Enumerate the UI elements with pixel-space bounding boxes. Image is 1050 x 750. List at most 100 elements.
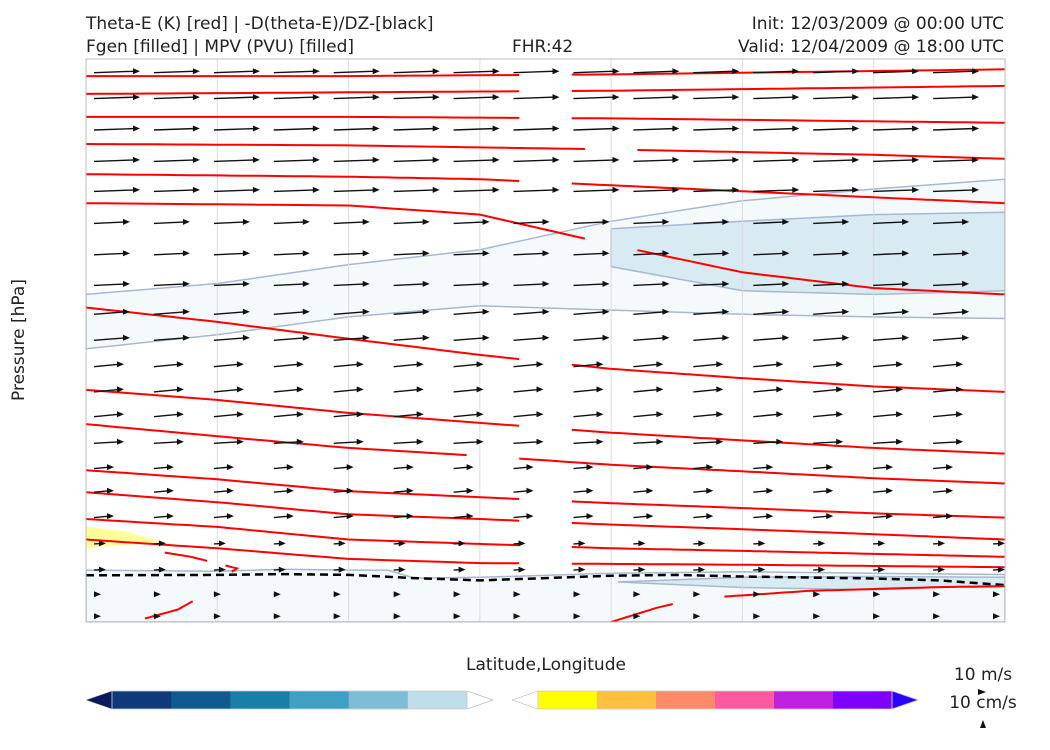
wind-arrow — [753, 94, 800, 101]
wind-arrow-head — [416, 411, 424, 418]
wind-arrow-shaft — [873, 311, 906, 315]
wind-arrow-head — [586, 513, 594, 520]
wind-arrow-head — [398, 566, 406, 573]
wind-arrow-head — [602, 218, 610, 225]
wind-arrow-shaft — [753, 283, 786, 287]
wind-arrow-head — [312, 125, 320, 132]
wind-arrow-head — [176, 386, 184, 393]
wind-arrow-head — [123, 250, 130, 257]
wind-arrow-head — [476, 361, 484, 368]
init-time: Init: 12/03/2009 @ 00:00 UTC — [751, 14, 1004, 34]
wind-arrow — [873, 280, 910, 287]
wind-arrow-head — [633, 591, 641, 598]
wind-arrow-shaft — [333, 127, 376, 131]
wind-arrow-head — [542, 218, 550, 225]
wind-arrow — [393, 566, 406, 573]
wind-arrow-shaft — [813, 70, 856, 74]
wind-arrow-shaft — [93, 441, 121, 444]
wind-arrow — [933, 566, 946, 573]
wind-arrow-shaft — [633, 96, 676, 100]
wind-arrow-head — [912, 186, 920, 193]
wind-arrow — [573, 68, 620, 75]
wind-arrow-head — [902, 280, 910, 287]
wind-arrow-head — [286, 464, 294, 471]
wind-arrow — [873, 156, 920, 163]
wind-arrow-head — [482, 218, 490, 225]
wind-arrow — [573, 125, 620, 132]
wind-arrow-head — [536, 438, 544, 445]
wind-arrow-head — [133, 68, 140, 75]
wind-arrow-head — [252, 94, 260, 101]
wind-arrow — [333, 156, 380, 163]
wind-arrow — [393, 68, 440, 75]
wind-arrow-shaft — [633, 283, 666, 287]
wind-arrow-head — [393, 613, 401, 620]
wind-arrow-head — [432, 125, 440, 132]
wind-arrow — [693, 566, 706, 573]
wind-arrow — [273, 438, 304, 445]
wind-arrow — [333, 411, 364, 418]
wind-arrow — [513, 411, 544, 418]
wind-arrow — [273, 487, 294, 494]
wind-arrow-shaft — [633, 413, 660, 418]
wind-arrow-shaft — [573, 388, 600, 393]
wind-arrow-shaft — [333, 388, 360, 393]
wind-arrow — [213, 386, 244, 393]
wind-arrow-head — [962, 334, 970, 341]
wind-arrow — [633, 156, 680, 163]
wind-arrow — [153, 487, 174, 494]
wind-arrow-head — [226, 487, 234, 494]
wind-arrow-head — [753, 613, 761, 620]
wind-arrow-shaft — [273, 283, 306, 287]
wind-arrow — [213, 438, 244, 445]
wind-arrow — [273, 411, 304, 418]
wind-arrow-head — [393, 591, 401, 598]
wind-arrow — [693, 438, 724, 445]
wind-arrow — [933, 186, 980, 193]
wind-arrow — [813, 280, 850, 287]
wind-arrow — [393, 438, 424, 445]
wind-arrow — [333, 250, 370, 257]
wind-arrow-shaft — [393, 127, 436, 131]
wind-arrow-head — [672, 156, 680, 163]
wind-arrow-shaft — [873, 283, 906, 287]
wind-arrow-shaft — [813, 221, 846, 225]
wind-arrow-shaft — [273, 337, 306, 341]
wind-arrow-shaft — [333, 337, 366, 341]
wind-arrow-head — [482, 250, 490, 257]
wind-arrow — [273, 540, 286, 547]
wind-arrow-head — [873, 591, 881, 598]
wind-arrow-shaft — [813, 388, 840, 393]
wind-arrow-head — [513, 613, 521, 620]
wind-arrow-shaft — [933, 127, 976, 131]
theta-e-contour-314 — [86, 306, 520, 361]
wind-arrow-shaft — [93, 221, 127, 225]
wind-arrow-head — [912, 68, 920, 75]
wind-arrow — [513, 566, 526, 573]
wind-arrow — [393, 94, 440, 101]
wind-arrow-shaft — [213, 96, 256, 100]
colorbar_fgen-swatch — [715, 691, 775, 709]
wind-arrow-shaft — [513, 413, 540, 418]
wind-arrow-head — [536, 361, 544, 368]
wind-arrow — [633, 487, 654, 494]
wind-arrow-shaft — [753, 311, 786, 315]
wind-arrow-head — [422, 250, 430, 257]
wind-arrow-shaft — [573, 159, 616, 163]
wind-arrow-shaft — [573, 311, 606, 315]
wind-arrow-head — [586, 464, 594, 471]
wind-arrow-head — [476, 386, 484, 393]
wind-arrow-shaft — [513, 70, 556, 74]
wind-arrow — [813, 361, 844, 368]
wind-arrow-head — [672, 94, 680, 101]
wind-arrow-head — [956, 411, 964, 418]
wind-arrow-head — [646, 487, 654, 494]
wind-arrow — [213, 613, 221, 620]
wind-arrow-head — [192, 125, 200, 132]
wind-arrow — [633, 464, 654, 471]
valid-time: Valid: 12/04/2009 @ 18:00 UTC — [738, 37, 1004, 57]
wind-arrow-head — [722, 308, 730, 315]
wind-arrow-shaft — [333, 311, 366, 315]
wind-arrow-head — [252, 68, 260, 75]
wind-arrow-head — [552, 186, 560, 193]
